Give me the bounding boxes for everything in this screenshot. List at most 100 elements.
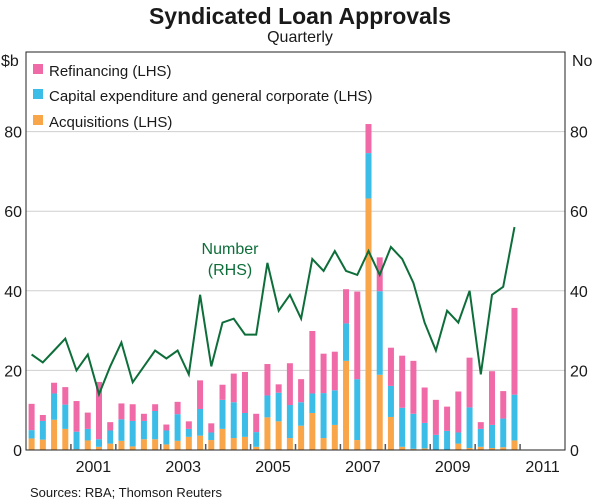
line-label-number: Number bbox=[202, 241, 260, 258]
bar-capex bbox=[500, 418, 507, 448]
bar-capex bbox=[343, 323, 350, 361]
bar-refinancing bbox=[421, 387, 428, 423]
source-note: Sources: RBA; Thomson Reuters bbox=[30, 485, 222, 500]
bar-capex bbox=[28, 430, 35, 439]
bar-refinancing bbox=[84, 412, 91, 429]
bar-refinancing bbox=[275, 384, 282, 393]
bar-acquisitions bbox=[500, 447, 507, 450]
bar-capex bbox=[477, 428, 484, 447]
bar-acquisitions bbox=[174, 440, 181, 450]
bar-acquisitions bbox=[264, 417, 271, 450]
y-tick-right: 20 bbox=[570, 363, 588, 380]
y-tick-left: 60 bbox=[4, 204, 22, 221]
bar-capex bbox=[309, 393, 316, 413]
x-tick-label: 2001 bbox=[76, 459, 112, 476]
bar-refinancing bbox=[129, 404, 136, 421]
bar-capex bbox=[331, 390, 338, 425]
bar-acquisitions bbox=[107, 443, 114, 450]
bar-acquisitions bbox=[511, 440, 518, 450]
bar-capex bbox=[455, 432, 462, 444]
bar-refinancing bbox=[264, 364, 271, 396]
bar-acquisitions bbox=[95, 446, 102, 450]
bar-acquisitions bbox=[230, 438, 237, 450]
bar-capex bbox=[163, 430, 170, 445]
bar-refinancing bbox=[241, 371, 248, 413]
bar-capex bbox=[208, 432, 215, 441]
bar-refinancing bbox=[152, 404, 159, 411]
bar-acquisitions bbox=[331, 424, 338, 450]
bar-refinancing bbox=[320, 353, 327, 394]
bar-acquisitions bbox=[466, 448, 473, 450]
bar-capex bbox=[95, 439, 102, 447]
bar-acquisitions bbox=[320, 438, 327, 450]
bar-capex bbox=[140, 420, 147, 440]
bar-acquisitions bbox=[62, 428, 69, 450]
number-line bbox=[31, 226, 516, 398]
bar-refinancing bbox=[477, 422, 484, 429]
bar-refinancing bbox=[298, 379, 305, 403]
bar-refinancing bbox=[230, 373, 237, 403]
bar-acquisitions bbox=[455, 443, 462, 450]
bar-capex bbox=[410, 413, 417, 449]
bar-refinancing bbox=[399, 355, 406, 408]
bar-refinancing bbox=[432, 399, 439, 435]
bar-refinancing bbox=[107, 422, 114, 431]
x-tick-label: 2003 bbox=[165, 459, 201, 476]
bar-refinancing bbox=[208, 423, 215, 433]
bar-capex bbox=[489, 424, 496, 449]
bar-refinancing bbox=[219, 384, 226, 400]
bar-acquisitions bbox=[51, 419, 58, 450]
bar-capex bbox=[387, 385, 394, 417]
bar-acquisitions bbox=[421, 448, 428, 450]
chart-title: Syndicated Loan Approvals bbox=[149, 3, 451, 29]
y-tick-right: 80 bbox=[570, 125, 588, 142]
bar-capex bbox=[118, 419, 125, 441]
bar-acquisitions bbox=[376, 374, 383, 450]
bar-capex bbox=[432, 434, 439, 450]
bar-refinancing bbox=[185, 421, 192, 429]
bar-capex bbox=[320, 393, 327, 439]
bar-refinancing bbox=[466, 357, 473, 408]
bar-acquisitions bbox=[309, 412, 316, 450]
bar-capex bbox=[253, 432, 260, 447]
bar-refinancing bbox=[444, 406, 451, 431]
bar-acquisitions bbox=[197, 435, 204, 450]
bar-acquisitions bbox=[185, 436, 192, 450]
gridlines bbox=[26, 131, 565, 371]
bar-acquisitions bbox=[365, 198, 372, 450]
bar-refinancing bbox=[197, 380, 204, 410]
x-tick-label: 2005 bbox=[255, 459, 291, 476]
bar-refinancing bbox=[51, 382, 58, 394]
bar-capex bbox=[286, 405, 293, 439]
bar-capex bbox=[376, 291, 383, 375]
bar-acquisitions bbox=[219, 428, 226, 450]
bar-acquisitions bbox=[163, 444, 170, 450]
bar-capex bbox=[354, 379, 361, 441]
bar-refinancing bbox=[253, 413, 260, 433]
bar-refinancing bbox=[62, 387, 69, 405]
legend-swatch-refinancing bbox=[33, 64, 43, 74]
legend: Refinancing (LHS) Capital expenditure an… bbox=[33, 63, 373, 131]
bar-acquisitions bbox=[410, 448, 417, 450]
bar-capex bbox=[421, 422, 428, 449]
bar-acquisitions bbox=[354, 440, 361, 450]
right-axis-unit: No bbox=[572, 53, 593, 70]
bar-capex bbox=[39, 420, 46, 440]
bar-refinancing bbox=[410, 360, 417, 414]
plot-frame bbox=[25, 51, 566, 451]
bar-capex bbox=[298, 402, 305, 426]
bar-acquisitions bbox=[118, 440, 125, 450]
bar-refinancing bbox=[331, 351, 338, 391]
bar-acquisitions bbox=[152, 439, 159, 450]
bar-refinancing bbox=[174, 401, 181, 415]
bar-acquisitions bbox=[140, 439, 147, 450]
bar-acquisitions bbox=[241, 436, 248, 450]
bar-capex bbox=[185, 428, 192, 437]
bar-refinancing bbox=[500, 391, 507, 419]
bar-refinancing bbox=[286, 363, 293, 406]
bar-acquisitions bbox=[28, 438, 35, 450]
bar-refinancing bbox=[455, 391, 462, 433]
bar-refinancing bbox=[140, 413, 147, 421]
bar-refinancing bbox=[387, 347, 394, 386]
bar-acquisitions bbox=[387, 416, 394, 450]
